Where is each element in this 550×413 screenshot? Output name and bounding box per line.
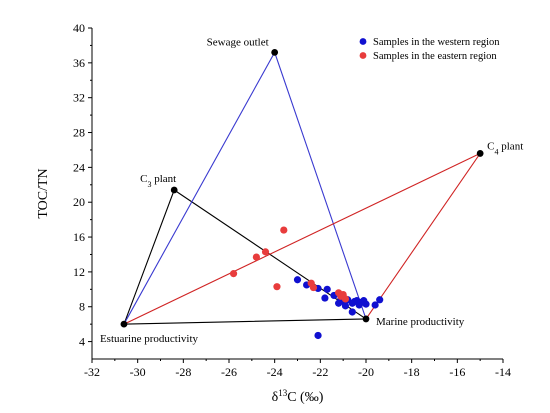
sample-point	[252, 253, 260, 261]
sample-point	[335, 299, 343, 307]
sample-point	[314, 331, 322, 340]
y-tick-label: 28	[73, 126, 85, 140]
sample-point	[341, 302, 350, 310]
sample-point	[339, 290, 347, 299]
sample-point	[376, 296, 384, 304]
end-member-point	[120, 320, 128, 328]
sample-point	[261, 248, 270, 256]
sample-point	[273, 283, 281, 291]
sample-point	[348, 308, 356, 316]
x-tick-label: -32	[84, 365, 100, 379]
sample-points	[229, 226, 384, 340]
mixing-line	[123, 189, 368, 325]
y-tick-label: 24	[73, 160, 85, 174]
end-member-points	[120, 48, 484, 328]
x-tick-label: -26	[221, 365, 237, 379]
y-axis: 4 8 12 16 20 24 28 32 36 40	[73, 21, 92, 349]
x-tick-label: -18	[404, 365, 420, 379]
x-tick-label: -24	[267, 365, 283, 379]
x-tick-label: -28	[175, 365, 191, 379]
x-tick-label: -22	[312, 365, 328, 379]
end-member-point	[170, 186, 178, 194]
sample-point	[293, 276, 302, 284]
x-tick-label: -30	[130, 365, 146, 379]
y-tick-label: 12	[73, 265, 85, 279]
sample-point	[371, 301, 379, 309]
end-member-label: Sewage outlet	[207, 36, 269, 48]
end-member-label: Marine productivity	[376, 316, 465, 328]
y-axis-title: TOC/TN	[36, 168, 51, 218]
legend-label: Samples in the western region	[373, 37, 500, 48]
end-member-labels: Sewage outlet C3 plant C4 plant Estuarine p…	[100, 36, 523, 345]
y-tick-label: 32	[73, 91, 85, 105]
x-axis-title: δ13C (‰)	[272, 388, 324, 405]
sample-point	[309, 283, 318, 292]
x-tick-label: -16	[449, 365, 465, 379]
mixing-line	[123, 51, 367, 325]
y-tick-label: 8	[79, 300, 85, 314]
mixing-lines	[123, 51, 482, 325]
end-member-label: Estuarine productivity	[100, 333, 199, 345]
end-member-label: C3 plant	[140, 173, 176, 189]
legend: Samples in the western region Samples in …	[359, 37, 500, 62]
legend-label: Samples in the eastern region	[373, 51, 497, 62]
x-axis: -32 -30 -28 -26 -24 -22 -20 -18 -16 -14	[84, 359, 511, 379]
end-member-point	[362, 315, 370, 323]
sample-point	[229, 270, 238, 278]
x-tick-label: -20	[358, 365, 374, 379]
sample-point	[321, 294, 329, 302]
x-tick-label: -14	[495, 365, 511, 379]
axis-titles: δ13C (‰) TOC/TN	[36, 168, 324, 405]
y-tick-label: 4	[79, 335, 85, 349]
y-tick-label: 16	[73, 230, 85, 244]
y-tick-label: 20	[73, 195, 85, 209]
sample-point	[280, 226, 288, 234]
y-tick-label: 40	[73, 21, 85, 35]
sample-point	[323, 285, 331, 293]
end-member-point	[476, 150, 484, 157]
legend-marker	[359, 38, 367, 45]
mixing-line	[123, 152, 482, 325]
end-member-label: C4 plant	[487, 140, 523, 156]
end-member-point	[271, 48, 279, 56]
sample-point	[362, 300, 370, 308]
y-tick-label: 36	[73, 56, 85, 70]
legend-marker	[359, 52, 367, 59]
